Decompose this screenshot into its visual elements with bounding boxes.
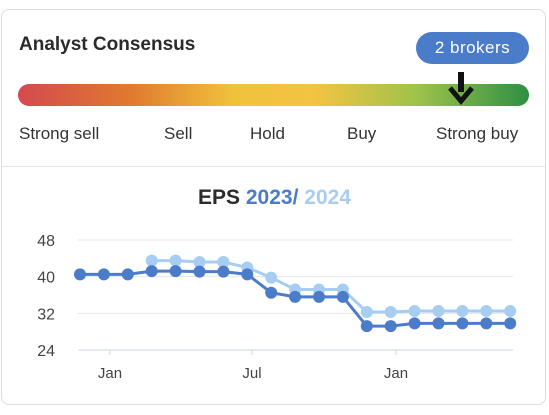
y-tick-label: 48 (37, 233, 55, 250)
analyst-consensus-card (1, 9, 546, 405)
data-point-2023 (480, 317, 493, 330)
data-point-2024 (145, 254, 158, 267)
x-tick-label: Jan (384, 365, 408, 382)
eps-chart-title: EPS 2023/ 2024 (0, 186, 549, 210)
data-point-2024 (384, 305, 397, 318)
scale-label-sell: Sell (164, 124, 193, 143)
data-point-2023 (97, 268, 110, 281)
data-point-2024 (432, 305, 445, 318)
eps-legend-separator: / (292, 186, 299, 209)
section-divider (2, 166, 545, 167)
data-point-2024 (193, 256, 206, 268)
data-point-2024 (408, 305, 421, 318)
eps-legend-2023[interactable]: 2023 (245, 186, 293, 209)
y-tick-label: 32 (37, 306, 55, 323)
x-tick-label: Jan (98, 365, 122, 382)
data-point-2023 (217, 265, 230, 278)
data-point-2023 (241, 268, 254, 281)
data-point-2023 (193, 265, 206, 278)
eps-legend-2024[interactable]: 2024 (304, 186, 351, 209)
data-point-2023 (384, 320, 397, 333)
eps-title-label: EPS (198, 186, 241, 209)
brokers-count-button[interactable]: 2 brokers (416, 32, 529, 64)
consensus-gauge-bar (18, 84, 529, 106)
data-point-2023 (456, 317, 469, 330)
scale-label-strong-sell: Strong sell (19, 124, 100, 143)
data-point-2023 (313, 290, 325, 303)
scale-label-strong-buy: Strong buy (436, 124, 519, 143)
gauge-pointer-arrow-icon (448, 72, 474, 105)
data-point-2024 (456, 305, 469, 318)
scale-label-hold: Hold (250, 124, 285, 143)
data-point-2024 (169, 254, 182, 267)
data-point-2023 (121, 268, 134, 281)
data-point-2023 (336, 290, 349, 303)
data-point-2023 (169, 265, 182, 278)
consensus-title: Analyst Consensus (19, 34, 196, 55)
x-tick-label: Jul (242, 365, 261, 382)
data-point-2024 (265, 271, 278, 284)
data-point-2024 (217, 256, 230, 268)
data-point-2023 (504, 317, 517, 330)
data-point-2023 (432, 317, 445, 330)
data-point-2024 (504, 305, 517, 318)
data-point-2023 (408, 317, 421, 330)
data-point-2023 (360, 320, 373, 333)
scale-label-buy: Buy (347, 124, 377, 143)
data-point-2023 (265, 286, 278, 299)
y-tick-label: 40 (37, 270, 55, 287)
data-point-2023 (74, 268, 86, 281)
data-point-2024 (480, 305, 493, 318)
data-point-2024 (360, 305, 373, 318)
series-line-2024 (151, 259, 511, 314)
data-point-2023 (289, 290, 302, 303)
y-tick-label: 24 (37, 343, 55, 360)
data-point-2023 (145, 265, 158, 278)
